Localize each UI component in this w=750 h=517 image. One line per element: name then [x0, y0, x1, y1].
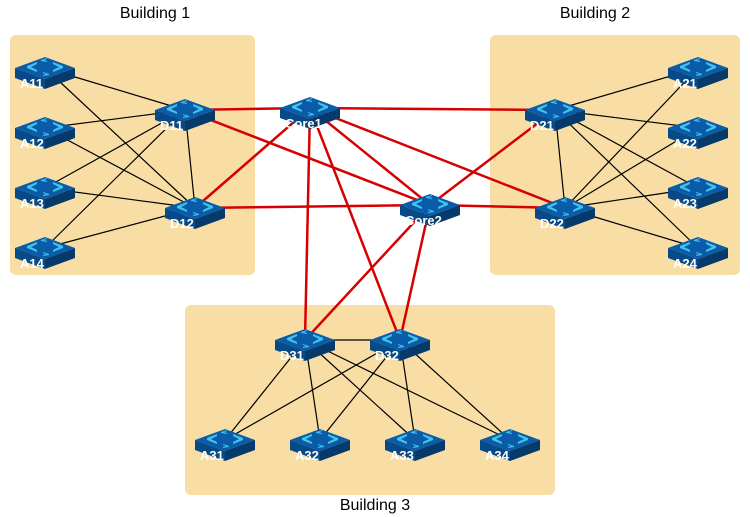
switch-label: A32: [295, 448, 319, 463]
switch-label: D31: [280, 348, 304, 363]
switch-label: Core1: [285, 116, 322, 131]
switch-label: D22: [540, 216, 564, 231]
switch-label: A33: [390, 448, 414, 463]
switch-label: A14: [20, 256, 45, 271]
switch-Core2: Core2: [400, 194, 460, 228]
building-label-b3: Building 3: [340, 497, 410, 514]
switch-label: D12: [170, 216, 194, 231]
building-box-b3: [185, 305, 555, 495]
switch-label: A34: [485, 448, 510, 463]
switch-label: D32: [375, 348, 399, 363]
switch-label: A22: [673, 136, 697, 151]
building-label-b2: Building 2: [560, 5, 630, 22]
switch-label: Core2: [405, 213, 442, 228]
switch-label: A24: [673, 256, 698, 271]
switch-label: A23: [673, 196, 697, 211]
switch-label: A31: [200, 448, 224, 463]
switch-label: A13: [20, 196, 44, 211]
switch-label: D21: [530, 118, 554, 133]
building-label-b1: Building 1: [120, 5, 190, 22]
switch-label: D11: [160, 118, 183, 133]
switch-label: A11: [20, 76, 43, 91]
switch-label: A12: [20, 136, 44, 151]
switch-label: A21: [673, 76, 697, 91]
network-diagram: A11 A12 A13 A14 D11 D12 A21 A22 A23 A24 D21 D22 D31 D…: [0, 0, 750, 517]
